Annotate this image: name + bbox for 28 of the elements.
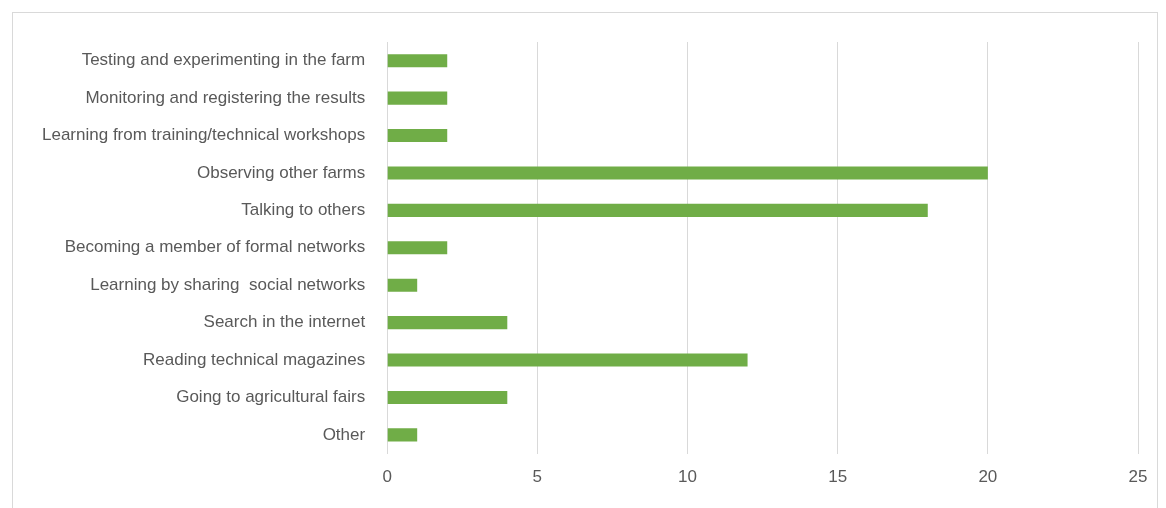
y-tick-label: Learning by sharing social networks: [90, 274, 366, 294]
y-tick-label: Search in the internet: [203, 312, 366, 332]
y-tick-label: Testing and experimenting in the farm: [81, 50, 366, 70]
bar: [387, 91, 448, 105]
bar: [387, 316, 508, 330]
bar: [387, 428, 418, 442]
x-tick-label: 0: [382, 467, 392, 487]
bar: [387, 203, 928, 217]
bar: [387, 129, 448, 143]
x-tick-label: 20: [978, 467, 998, 487]
y-tick-label: Becoming a member of formal networks: [64, 237, 366, 257]
bar: [387, 278, 418, 292]
x-tick-label: 15: [828, 467, 848, 487]
y-tick-label: Monitoring and registering the results: [85, 87, 366, 107]
y-tick-label: Learning from training/technical workshops: [41, 125, 366, 145]
x-tick-label: 10: [678, 467, 697, 487]
y-tick-label: Talking to others: [241, 200, 366, 220]
y-tick-label: Other: [322, 424, 366, 444]
y-tick-label: Going to agricultural fairs: [176, 387, 366, 407]
bar: [387, 353, 748, 367]
x-tick-label: 5: [532, 467, 543, 487]
bar: [387, 241, 448, 255]
x-tick-label: 25: [1128, 467, 1148, 487]
bar: [387, 390, 508, 405]
bar: [387, 54, 448, 68]
bar: [387, 166, 988, 180]
y-tick-label: Observing other farms: [196, 162, 366, 182]
y-tick-label: Reading technical magazines: [143, 349, 366, 369]
